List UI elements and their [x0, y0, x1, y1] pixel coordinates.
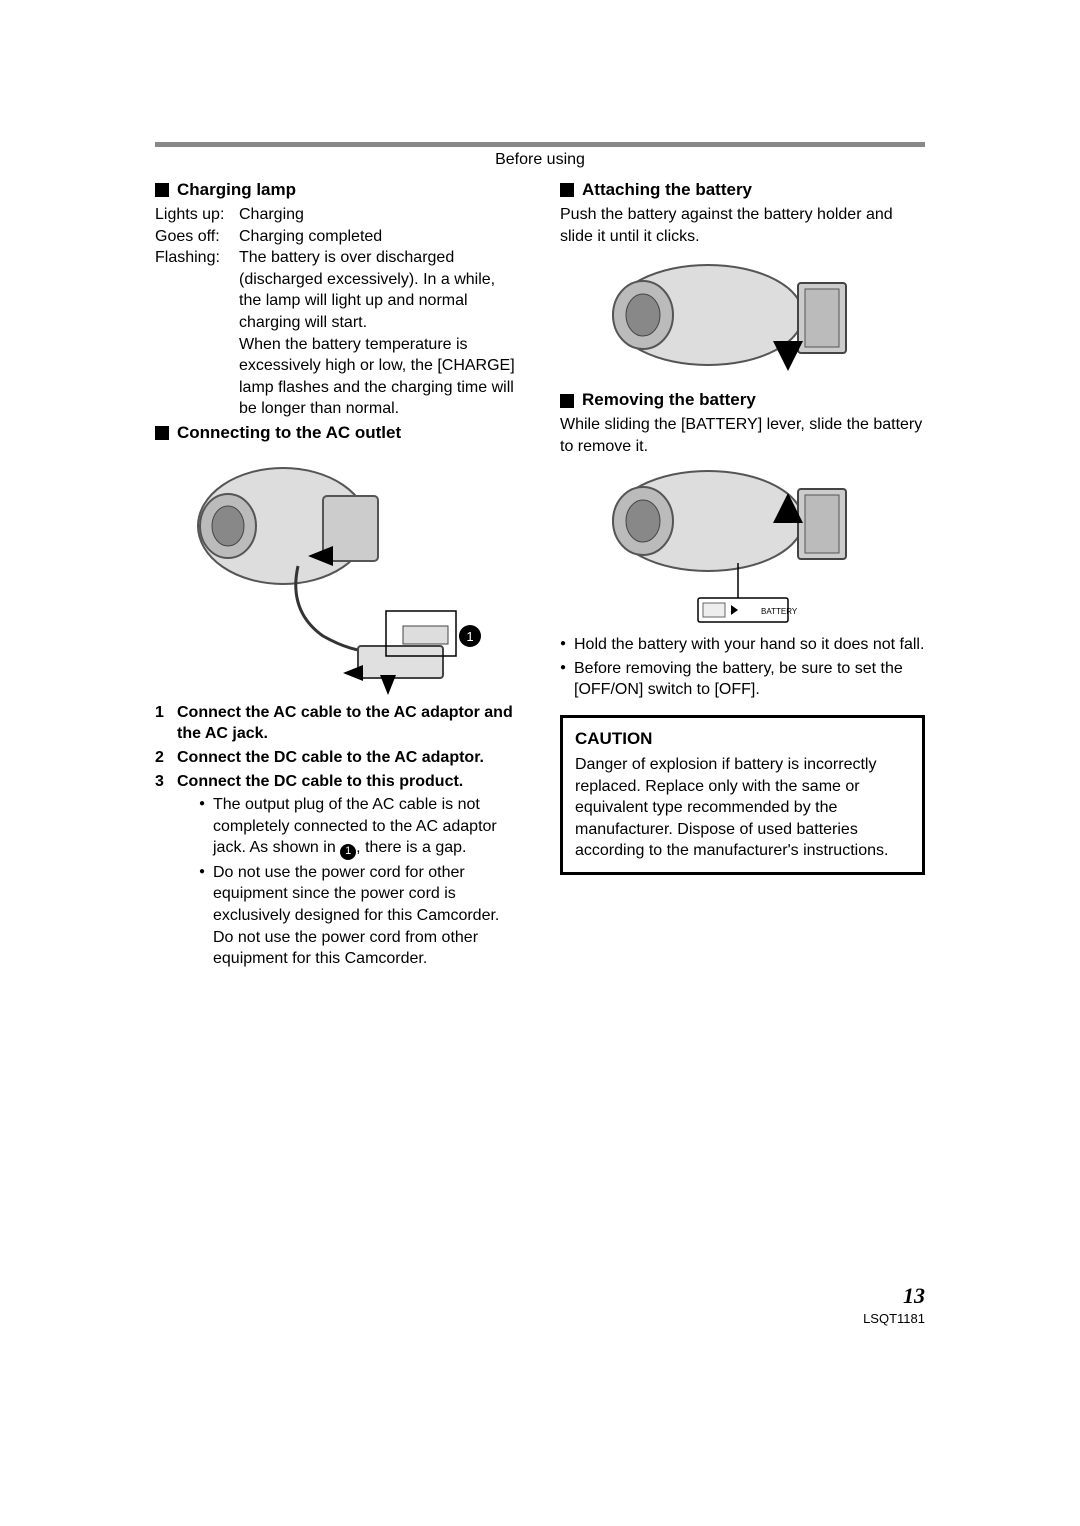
status-label: Flashing:: [155, 247, 235, 420]
heading-removing-battery: Removing the battery: [560, 389, 925, 412]
manual-page: Before using Charging lamp Lights up: Ch…: [155, 142, 925, 972]
removing-text: While sliding the [BATTERY] lever, slide…: [560, 414, 925, 457]
heading-connecting-ac: Connecting to the AC outlet: [155, 422, 520, 445]
heading-attaching-battery: Attaching the battery: [560, 179, 925, 202]
charging-status-list: Lights up: Charging Goes off: Charging c…: [155, 204, 520, 420]
step-notes: The output plug of the AC cable is not c…: [199, 794, 520, 970]
right-column: Attaching the battery Push the battery a…: [560, 177, 925, 972]
page-footer: 13 LSQT1181: [863, 1283, 925, 1326]
note-item: Hold the battery with your hand so it do…: [560, 634, 925, 656]
square-bullet-icon: [155, 183, 169, 197]
page-number: 13: [863, 1283, 925, 1309]
caution-body: Danger of explosion if battery is incorr…: [575, 754, 910, 862]
figure-attach-battery: [560, 253, 925, 383]
figure-callout-1: 1: [466, 629, 473, 644]
heading-charging-lamp: Charging lamp: [155, 179, 520, 202]
camcorder-remove-illustration: BATTERY: [603, 463, 883, 628]
header-rule: [155, 142, 925, 147]
document-id: LSQT1181: [863, 1311, 925, 1326]
step-item: Connect the AC cable to the AC adaptor a…: [155, 702, 520, 745]
square-bullet-icon: [560, 394, 574, 408]
heading-text: Charging lamp: [177, 179, 296, 202]
note-item: Do not use the power cord for other equi…: [199, 862, 520, 970]
figure-remove-battery: BATTERY: [560, 463, 925, 628]
heading-text: Attaching the battery: [582, 179, 752, 202]
square-bullet-icon: [155, 426, 169, 440]
status-value: Charging completed: [239, 226, 520, 248]
step-text: Connect the DC cable to this product.: [177, 773, 463, 790]
heading-text: Connecting to the AC outlet: [177, 422, 401, 445]
inline-callout-icon: 1: [340, 844, 356, 860]
step-text: Connect the DC cable to the AC adaptor.: [177, 749, 484, 766]
camcorder-ac-illustration: 1: [188, 451, 488, 696]
attaching-text: Push the battery against the battery hol…: [560, 204, 925, 247]
battery-lever-label: BATTERY: [761, 607, 798, 616]
status-value: Charging: [239, 204, 520, 226]
removing-notes: Hold the battery with your hand so it do…: [560, 634, 925, 701]
left-column: Charging lamp Lights up: Charging Goes o…: [155, 177, 520, 972]
two-column-layout: Charging lamp Lights up: Charging Goes o…: [155, 177, 925, 972]
step-text: Connect the AC cable to the AC adaptor a…: [177, 704, 513, 743]
step-item: Connect the DC cable to this product. Th…: [155, 771, 520, 970]
section-header: Before using: [155, 151, 925, 169]
caution-title: CAUTION: [575, 728, 910, 751]
step-item: Connect the DC cable to the AC adaptor.: [155, 747, 520, 769]
status-label: Goes off:: [155, 226, 235, 248]
heading-text: Removing the battery: [582, 389, 756, 412]
ac-steps-list: Connect the AC cable to the AC adaptor a…: [155, 702, 520, 970]
square-bullet-icon: [560, 183, 574, 197]
note-item: The output plug of the AC cable is not c…: [199, 794, 520, 860]
figure-ac-connection: 1: [155, 451, 520, 696]
status-value: The battery is over discharged (discharg…: [239, 247, 520, 420]
note-item: Before removing the battery, be sure to …: [560, 658, 925, 701]
status-label: Lights up:: [155, 204, 235, 226]
camcorder-attach-illustration: [603, 253, 883, 383]
caution-box: CAUTION Danger of explosion if battery i…: [560, 715, 925, 875]
